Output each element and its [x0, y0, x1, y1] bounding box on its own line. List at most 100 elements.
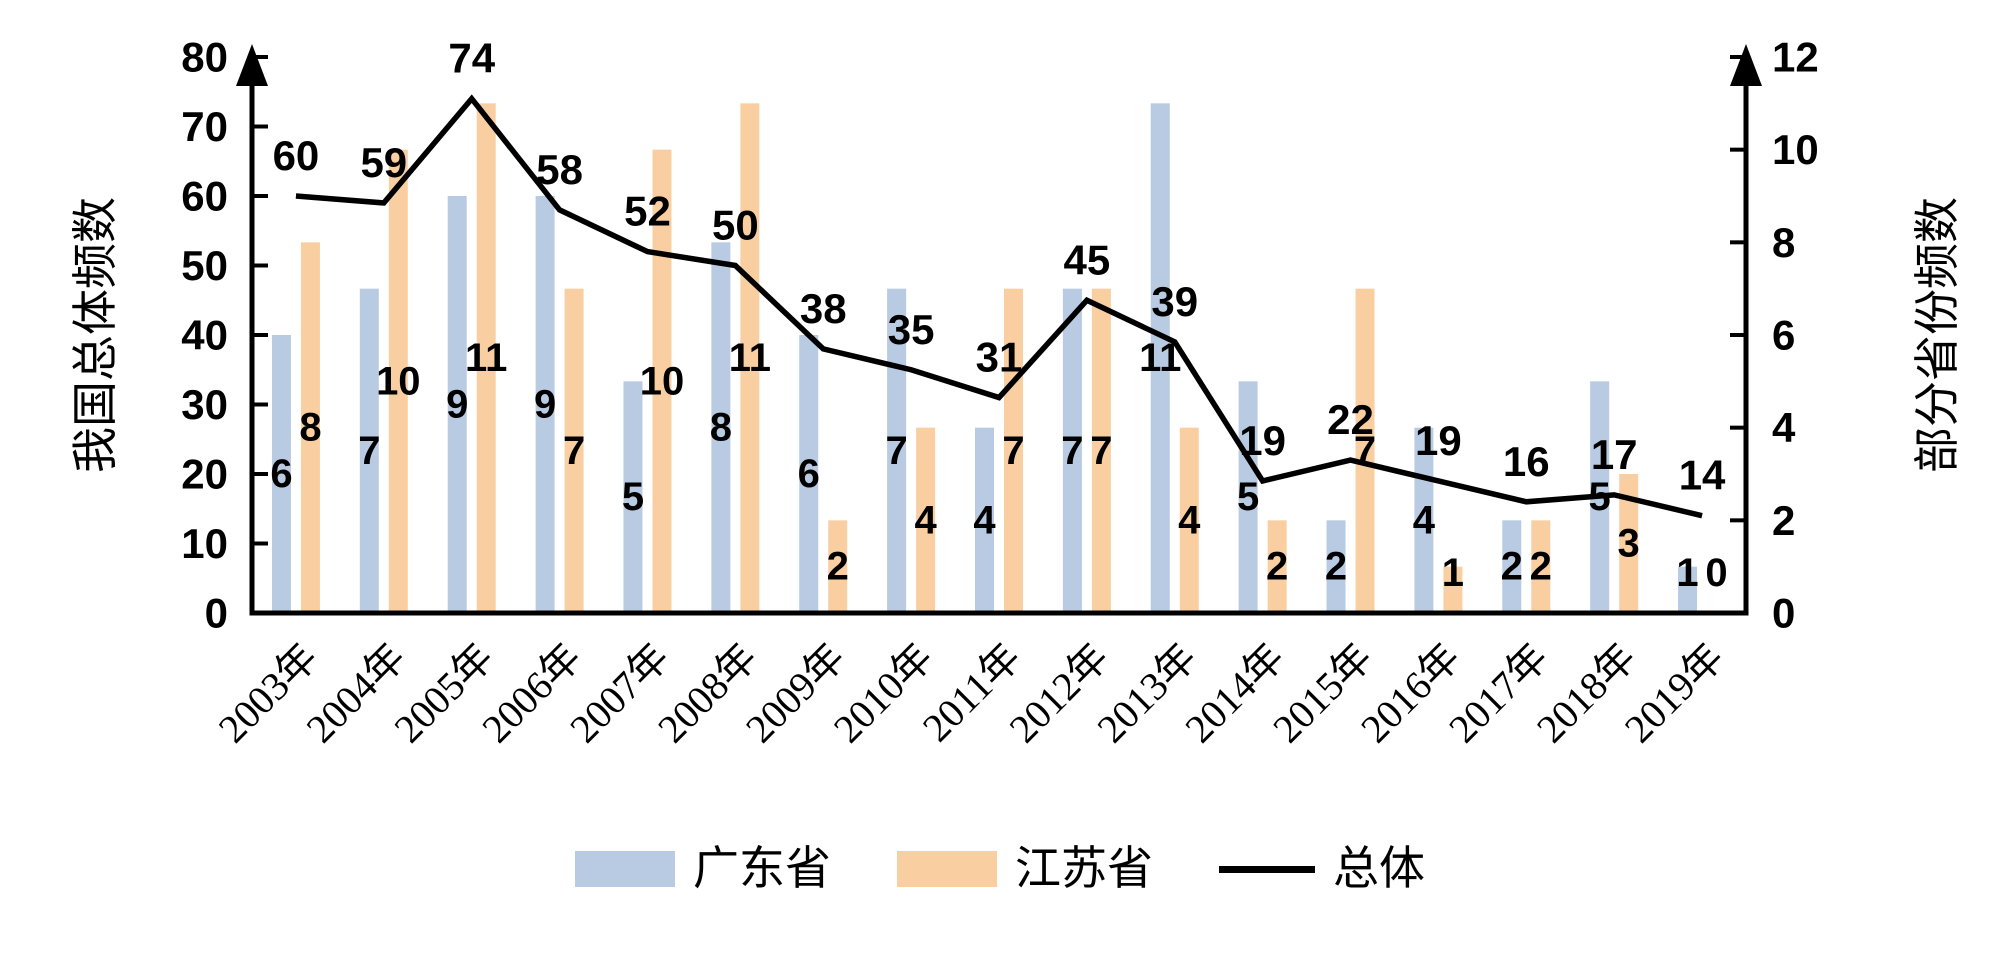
line-label-2013年: 39: [1151, 278, 1198, 325]
right-axis-tick-label: 8: [1772, 219, 1795, 266]
line-label-2003年: 60: [273, 132, 320, 179]
bar-label-江苏省-2016年: 1: [1442, 551, 1464, 595]
right-axis-tick-label: 6: [1772, 312, 1795, 359]
x-axis-label: 2013年: [1088, 635, 1205, 752]
line-label-2005年: 74: [448, 35, 495, 82]
bar-江苏省-2005年: [476, 103, 496, 613]
right-axis-tick-label: 0: [1772, 590, 1795, 637]
bar-江苏省-2010年: [916, 427, 936, 613]
line-label-2007年: 52: [624, 188, 671, 235]
bar-label-江苏省-2015年: 7: [1354, 429, 1376, 473]
x-axis-label: 2011年: [914, 635, 1030, 751]
bar-江苏省-2015年: [1355, 288, 1375, 613]
right-axis-tick-label: 2: [1772, 497, 1795, 544]
bar-江苏省-2003年: [300, 242, 320, 614]
bar-江苏省-2011年: [1004, 288, 1023, 613]
legend-item-overall: 总体: [1219, 846, 1425, 892]
left-axis-tick-label: 80: [181, 34, 228, 81]
bar-广东省-2017年: [1502, 520, 1522, 613]
bar-广东省-2009年: [799, 335, 819, 613]
bar-label-江苏省-2013年: 4: [1178, 498, 1201, 542]
bar-label-广东省-2016年: 4: [1413, 498, 1436, 542]
left-axis-tick-label: 50: [181, 242, 228, 289]
line-label-2015年: 22: [1327, 396, 1374, 443]
bar-江苏省-2006年: [564, 288, 584, 613]
bar-label-广东省-2018年: 5: [1589, 475, 1611, 519]
left-axis-tick-label: 0: [205, 590, 228, 637]
legend-swatch-jiangsu: [897, 851, 997, 887]
bar-label-广东省-2019年: 1: [1676, 551, 1698, 595]
right-axis-tick-label: 12: [1772, 34, 1819, 81]
bar-label-江苏省-2018年: 3: [1618, 522, 1640, 566]
bar-label-广东省-2003年: 6: [270, 452, 292, 496]
bar-江苏省-2018年: [1619, 474, 1639, 613]
bar-label-广东省-2011年: 4: [973, 498, 996, 542]
bar-label-江苏省-2007年: 10: [640, 359, 685, 403]
bar-广东省-2008年: [711, 242, 731, 614]
legend-swatch-guangdong: [575, 851, 675, 887]
bar-广东省-2013年: [1150, 103, 1170, 613]
bar-广东省-2004年: [359, 288, 379, 613]
bar-江苏省-2009年: [828, 520, 848, 613]
bar-江苏省-2007年: [652, 149, 672, 613]
legend-label-jiangsu: 江苏省: [1015, 843, 1153, 894]
x-axis-label: 2015年: [1264, 635, 1381, 752]
line-label-2019年: 14: [1679, 452, 1726, 499]
line-label-2017年: 16: [1503, 438, 1550, 485]
bar-江苏省-2016年: [1443, 566, 1463, 613]
bar-广东省-2005年: [447, 196, 467, 613]
line-label-2004年: 59: [360, 139, 407, 186]
line-label-2011年: 31: [976, 334, 1023, 381]
left-axis-tick-label: 20: [181, 451, 228, 498]
bar-广东省-2007年: [623, 381, 643, 613]
left-axis-tick-label: 40: [181, 312, 228, 359]
right-axis-tick-label: 10: [1772, 126, 1819, 173]
x-axis-label: 2017年: [1440, 635, 1557, 752]
left-axis-tick-label: 10: [181, 520, 228, 567]
x-axis-label: 2019年: [1616, 635, 1733, 752]
bar-江苏省-2013年: [1179, 427, 1199, 613]
x-axis-label: 2007年: [561, 635, 678, 752]
left-axis-arrow-icon: [236, 44, 268, 86]
left-axis-tick-label: 70: [181, 103, 228, 150]
bar-广东省-2014年: [1238, 381, 1258, 613]
bar-label-江苏省-2005年: 11: [465, 336, 507, 380]
bar-label-广东省-2007年: 5: [622, 475, 644, 519]
bar-label-广东省-2015年: 2: [1325, 545, 1347, 589]
legend-label-guangdong: 广东省: [693, 843, 831, 894]
bar-label-江苏省-2011年: 7: [1002, 429, 1024, 473]
x-axis-label: 2018年: [1528, 635, 1645, 752]
bar-江苏省-2014年: [1267, 520, 1287, 613]
x-axis-label: 2016年: [1352, 635, 1469, 752]
x-axis-label: 2006年: [473, 635, 590, 752]
bar-label-广东省-2010年: 7: [885, 429, 907, 473]
bar-label-江苏省-2010年: 4: [914, 498, 937, 542]
legend-item-guangdong: 广东省: [575, 846, 831, 892]
bar-江苏省-2008年: [740, 103, 760, 613]
bar-label-江苏省-2003年: 8: [299, 406, 321, 450]
bar-广东省-2015年: [1326, 520, 1346, 613]
x-axis-label: 2005年: [385, 635, 502, 752]
line-label-2006年: 58: [536, 146, 583, 193]
bar-label-江苏省-2019年: 0: [1705, 551, 1727, 595]
x-axis-label: 2009年: [737, 635, 854, 752]
bar-label-广东省-2014年: 5: [1237, 475, 1259, 519]
bar-label-广东省-2004年: 7: [358, 429, 380, 473]
line-label-2010年: 35: [888, 306, 935, 353]
x-axis-label: 2012年: [1001, 635, 1118, 752]
bar-广东省-2006年: [535, 196, 555, 613]
x-axis-label: 2003年: [210, 635, 327, 752]
line-label-2008年: 50: [712, 202, 759, 249]
line-label-2009年: 38: [800, 285, 847, 332]
bar-江苏省-2017年: [1531, 520, 1551, 613]
bar-label-江苏省-2009年: 2: [827, 545, 849, 589]
legend-label-overall: 总体: [1333, 843, 1425, 894]
bar-label-广东省-2017年: 2: [1501, 545, 1523, 589]
bar-广东省-2003年: [271, 335, 291, 613]
bar-label-江苏省-2008年: 11: [729, 336, 771, 380]
x-axis-label: 2014年: [1176, 635, 1293, 752]
bar-label-广东省-2005年: 9: [446, 383, 468, 427]
left-axis-title: 我国总体频数: [70, 197, 121, 473]
